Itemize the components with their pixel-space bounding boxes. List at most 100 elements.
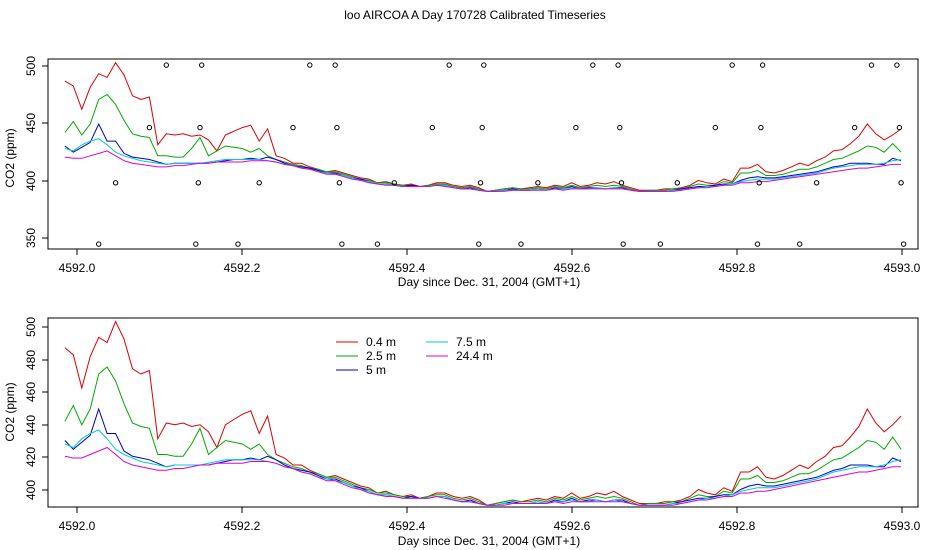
reference-point: [712, 124, 718, 131]
reference-point: [590, 62, 596, 68]
bottom-x-axis: 4592.0 4592.2 4592.4 4592.6 4592.8 4593.…: [59, 506, 921, 548]
top-y-tick-label: 400: [24, 171, 38, 191]
reference-point: [758, 124, 764, 131]
bottom-y-tick-label: 480: [24, 350, 38, 370]
top-plot-frame: [47, 58, 919, 250]
reference-point: [336, 180, 343, 186]
top-series-line-24-4m: [64, 150, 902, 192]
bottom-x-tick-label: 4592.4: [389, 519, 426, 533]
top-y-tick-label: 350: [24, 228, 38, 248]
reference-point: [199, 62, 205, 68]
top-series-line-0-4m: [64, 61, 902, 192]
reference-point: [429, 124, 435, 131]
reference-point: [615, 62, 621, 68]
top-y-tick-label: 500: [24, 56, 38, 76]
reference-point: [476, 241, 482, 247]
top-x-tick-label: 4592.8: [719, 261, 756, 275]
reference-point: [852, 124, 858, 131]
bottom-x-tick-label: 4592.0: [59, 519, 96, 533]
reference-point: [868, 62, 875, 68]
reference-point: [674, 180, 680, 186]
reference-point: [518, 241, 524, 247]
bottom-x-tick-label: 4593.0: [884, 519, 921, 533]
bottom-series-line-7-5m: [64, 429, 902, 506]
bottom-x-tick-label: 4592.6: [554, 519, 591, 533]
reference-point: [391, 180, 397, 186]
reference-point: [339, 241, 345, 247]
reference-point: [620, 241, 626, 247]
reference-point: [618, 180, 625, 186]
reference-point: [894, 62, 900, 68]
reference-point: [307, 62, 313, 68]
legend-label: 5 m: [366, 363, 386, 377]
reference-point: [290, 124, 296, 131]
top-x-tick-label: 4593.0: [884, 261, 921, 275]
legend: 0.4 m 2.5 m 5 m 7.5 m 24.4 m: [336, 335, 493, 377]
top-x-axis: 4592.0 4592.2 4592.4 4592.6 4592.8 4593.…: [59, 248, 921, 289]
reference-point: [479, 124, 485, 131]
reference-point: [197, 124, 203, 131]
bottom-series-line-2-5m: [64, 366, 902, 506]
bottom-x-tick-label: 4592.2: [224, 519, 261, 533]
reference-point: [573, 124, 579, 131]
top-x-tick-label: 4592.4: [389, 261, 426, 275]
reference-point: [898, 180, 904, 186]
reference-point: [96, 241, 102, 247]
top-y-axis-label: CO2 (ppm): [3, 128, 17, 187]
reference-point: [813, 180, 820, 186]
reference-point: [235, 241, 241, 247]
top-series-line-2-5m: [64, 93, 902, 192]
reference-point: [657, 241, 664, 247]
reference-point: [477, 180, 484, 186]
reference-point: [446, 62, 452, 68]
reference-point: [797, 241, 803, 247]
top-y-axis: 350 400 450 500 CO2 (ppm): [3, 56, 49, 248]
reference-point: [617, 124, 623, 131]
bottom-y-tick-label: 420: [24, 447, 38, 467]
figure-title: loo AIRCOA A Day 170728 Calibrated Times…: [344, 8, 605, 22]
top-series-group: [64, 61, 902, 192]
top-x-tick-label: 4592.2: [224, 261, 261, 275]
reference-point: [334, 124, 340, 131]
reference-point: [112, 180, 119, 186]
reference-point: [256, 180, 262, 186]
reference-point: [481, 62, 487, 68]
top-y-tick-label: 450: [24, 113, 38, 133]
bottom-y-tick-label: 400: [24, 480, 38, 500]
reference-point: [195, 180, 202, 186]
bottom-y-axis: 400 420 440 460 480 500 CO2 (ppm): [3, 317, 49, 500]
bottom-y-tick-label: 440: [24, 415, 38, 435]
bottom-y-axis-label: CO2 (ppm): [3, 382, 17, 441]
reference-point: [146, 124, 153, 131]
bottom-y-tick-label: 460: [24, 382, 38, 402]
bottom-y-tick-label: 500: [24, 317, 38, 337]
reference-point: [374, 241, 381, 247]
reference-point: [193, 241, 199, 247]
bottom-series-line-0-4m: [64, 320, 902, 506]
legend-label: 2.5 m: [366, 349, 396, 363]
top-series-line-5m: [64, 122, 902, 192]
reference-point: [754, 241, 761, 247]
bottom-series-line-5m: [64, 407, 902, 506]
bottom-series-group: [64, 320, 902, 506]
legend-label: 7.5 m: [456, 335, 486, 349]
top-reference-points: [96, 62, 907, 247]
reference-point: [332, 62, 338, 68]
reference-point: [535, 180, 541, 186]
top-x-axis-label: Day since Dec. 31, 2004 (GMT+1): [398, 275, 580, 289]
bottom-panel: 400 420 440 460 480 500 CO2 (ppm) 4592.0…: [3, 317, 921, 548]
reference-point: [759, 62, 766, 68]
reference-point: [163, 62, 170, 68]
top-x-tick-label: 4592.6: [554, 261, 591, 275]
legend-label: 24.4 m: [456, 349, 493, 363]
top-panel: 350 400 450 500 CO2 (ppm) 4592.0 4592.2 …: [3, 56, 921, 289]
reference-point: [729, 62, 735, 68]
reference-point: [900, 241, 907, 247]
bottom-x-axis-label: Day since Dec. 31, 2004 (GMT+1): [398, 534, 580, 548]
bottom-x-tick-label: 4592.8: [719, 519, 756, 533]
legend-label: 0.4 m: [366, 335, 396, 349]
reference-point: [756, 180, 762, 186]
reference-point: [896, 124, 903, 131]
bottom-series-line-24-4m: [64, 446, 902, 506]
